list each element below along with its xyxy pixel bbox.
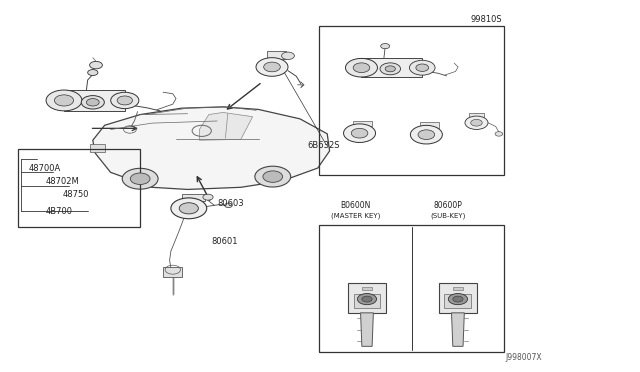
Bar (319, 225, 504, 352)
Circle shape (46, 90, 82, 111)
Circle shape (471, 119, 483, 126)
Circle shape (90, 61, 102, 69)
Circle shape (416, 64, 429, 71)
Text: (SUB-KEY): (SUB-KEY) (430, 212, 466, 219)
Circle shape (54, 95, 74, 106)
Bar (362, 287, 372, 290)
Circle shape (203, 194, 213, 200)
Polygon shape (360, 313, 373, 346)
Polygon shape (452, 313, 465, 346)
Circle shape (465, 116, 488, 129)
Polygon shape (200, 112, 253, 140)
Circle shape (255, 166, 291, 187)
Circle shape (410, 60, 435, 75)
Text: 48700A: 48700A (29, 164, 61, 173)
Text: 48702M: 48702M (46, 177, 80, 186)
Bar (353, 121, 372, 126)
Bar (267, 51, 286, 59)
Circle shape (86, 99, 99, 106)
Bar (262, 60, 275, 71)
Bar (90, 144, 105, 152)
Text: 6B632S: 6B632S (307, 141, 340, 150)
Circle shape (131, 173, 150, 185)
Circle shape (380, 63, 401, 75)
Bar (468, 113, 484, 117)
Circle shape (357, 294, 376, 305)
Circle shape (122, 168, 158, 189)
Circle shape (381, 44, 390, 49)
Circle shape (81, 96, 104, 109)
Text: 80603: 80603 (218, 199, 244, 208)
Circle shape (410, 125, 442, 144)
Text: 99810S: 99810S (470, 15, 502, 24)
Circle shape (225, 203, 232, 208)
Circle shape (346, 58, 378, 77)
Circle shape (362, 296, 372, 302)
Circle shape (453, 296, 463, 302)
Polygon shape (93, 107, 330, 189)
Circle shape (495, 132, 503, 136)
Bar (182, 194, 205, 201)
Text: J998007X: J998007X (506, 353, 542, 362)
Text: 80600P: 80600P (433, 201, 463, 210)
Circle shape (171, 198, 207, 219)
Circle shape (418, 130, 435, 140)
Text: (MASTER KEY): (MASTER KEY) (330, 212, 380, 219)
Circle shape (111, 92, 139, 109)
Bar (348, 283, 386, 313)
Circle shape (88, 70, 98, 76)
Bar (18, 149, 140, 227)
Circle shape (263, 171, 283, 182)
Bar (319, 26, 504, 175)
Bar (163, 267, 182, 277)
Circle shape (344, 124, 376, 142)
Bar (362, 58, 422, 77)
Text: 80601: 80601 (211, 237, 237, 246)
Circle shape (351, 128, 368, 138)
Text: 4B700: 4B700 (46, 207, 73, 216)
Bar (64, 90, 125, 111)
Bar (420, 122, 439, 128)
Circle shape (117, 96, 132, 105)
Bar (445, 294, 471, 308)
Circle shape (448, 294, 468, 305)
Text: B0600N: B0600N (340, 201, 371, 210)
Circle shape (353, 63, 370, 73)
Circle shape (256, 58, 288, 76)
Circle shape (282, 52, 294, 60)
Text: 48750: 48750 (63, 190, 89, 199)
Circle shape (385, 66, 396, 72)
Circle shape (179, 203, 198, 214)
Bar (439, 283, 477, 313)
Bar (353, 294, 380, 308)
Bar (453, 287, 463, 290)
Circle shape (264, 62, 280, 72)
